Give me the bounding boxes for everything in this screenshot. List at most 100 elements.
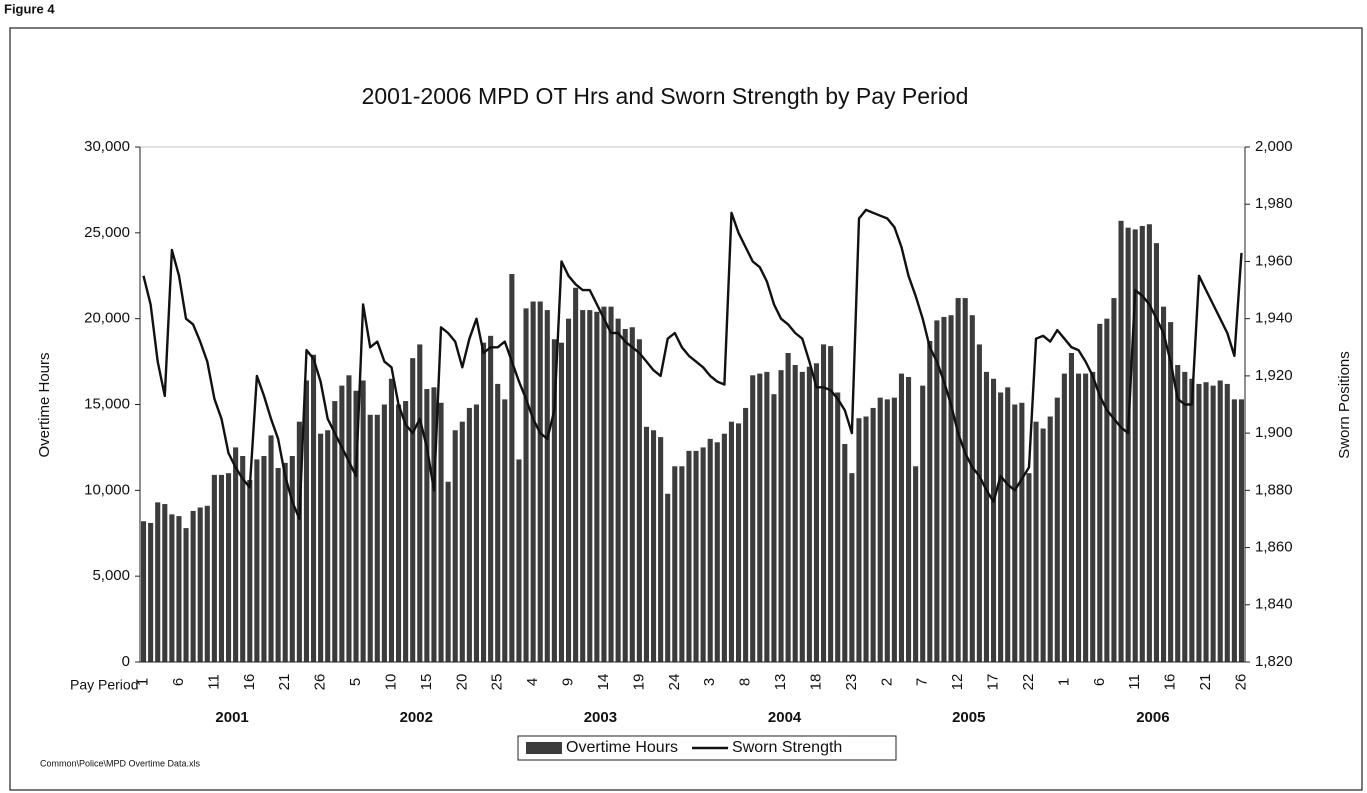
bar [615, 318, 621, 662]
bar [211, 474, 217, 662]
bar [735, 423, 742, 662]
bar [870, 407, 876, 662]
bar [679, 466, 685, 662]
bar [955, 298, 961, 662]
bar [743, 407, 749, 662]
bar [140, 521, 147, 662]
bar [148, 522, 154, 662]
bar [495, 383, 501, 662]
x-tick-label: 4 [524, 678, 541, 686]
line [142, 208, 1243, 521]
bar [976, 344, 982, 662]
bar [459, 421, 465, 662]
bar [240, 456, 246, 662]
legend-swatch [526, 742, 562, 754]
y-tick-label: 15,000 [84, 395, 130, 412]
bar [360, 380, 366, 662]
bar [714, 442, 720, 662]
bar [990, 378, 997, 662]
y2-tick-label: 1,840 [1255, 596, 1293, 613]
bar [636, 339, 642, 662]
bar [757, 373, 763, 662]
frame [9, 27, 1363, 791]
bar [601, 306, 607, 662]
bar [1068, 353, 1075, 662]
bar [948, 315, 954, 662]
y-tick-label: 5,000 [92, 567, 130, 584]
bar [1075, 373, 1082, 662]
bar [813, 363, 820, 662]
bar [509, 274, 515, 662]
y-tick-label: 25,000 [84, 224, 130, 241]
bar [587, 310, 593, 662]
bar [1061, 373, 1067, 662]
x-tick-label: 12 [949, 674, 966, 691]
bar [353, 390, 359, 662]
bar [1189, 378, 1195, 662]
bar [1203, 382, 1209, 662]
year-label: 2005 [952, 709, 985, 726]
bar [403, 401, 409, 662]
bar [686, 450, 692, 662]
bar [1104, 318, 1110, 662]
bar [771, 394, 777, 662]
y2-tick-label: 1,820 [1255, 653, 1293, 670]
x-tick-label: 23 [843, 674, 860, 691]
y2-tick-label: 2,000 [1255, 138, 1293, 155]
bar [466, 407, 472, 662]
y-axis-label: Overtime Hours [36, 352, 53, 457]
figure-label: Figure 4 [4, 1, 55, 16]
y2-tick-label: 1,980 [1255, 195, 1293, 212]
bar [523, 308, 529, 662]
bar [190, 510, 196, 662]
x-tick-label: 16 [1162, 674, 1179, 691]
bar [580, 310, 586, 662]
x-tick-label: 1 [135, 678, 152, 686]
x-tick-label: 1 [1055, 678, 1072, 686]
y2-axis-label: Sworn Positions [1336, 351, 1353, 459]
bar [1231, 399, 1237, 662]
bar [1118, 220, 1124, 663]
bar [920, 385, 926, 662]
x-tick-label: 21 [1197, 674, 1214, 691]
bar [764, 371, 770, 662]
bar [622, 328, 628, 662]
bar [806, 366, 812, 662]
bar [877, 397, 883, 662]
bar [820, 344, 827, 662]
legend-label: Sworn Strength [732, 739, 842, 756]
x-tick-label: 6 [170, 678, 187, 686]
bar [410, 358, 416, 662]
bar [452, 430, 458, 662]
x-tick-label: 7 [914, 678, 931, 686]
bar [488, 335, 494, 662]
x-tick-label: 17 [985, 674, 1002, 691]
bar [941, 316, 947, 662]
bar [169, 514, 175, 662]
bar [261, 456, 267, 662]
x-tick-label: 11 [205, 674, 222, 690]
x-tick-label: 24 [666, 674, 683, 691]
bar [1047, 416, 1053, 662]
bar [233, 447, 239, 662]
bar [1012, 404, 1018, 662]
y2-tick-label: 1,880 [1255, 481, 1293, 498]
bar [856, 418, 862, 662]
bar [983, 371, 990, 662]
y-tick-label: 20,000 [84, 310, 130, 327]
bar [842, 443, 848, 662]
bar [799, 371, 805, 662]
x-tick-label: 26 [1232, 674, 1249, 691]
bar [1033, 421, 1039, 662]
x-axis-label: Pay Period [70, 677, 138, 693]
bar [658, 437, 664, 662]
bar [289, 456, 295, 662]
bar [1175, 365, 1181, 662]
x-tick-label: 14 [595, 674, 612, 691]
bar [530, 301, 536, 662]
bar [339, 385, 345, 662]
bar [346, 375, 352, 662]
bar [176, 516, 182, 662]
bar [388, 378, 395, 662]
